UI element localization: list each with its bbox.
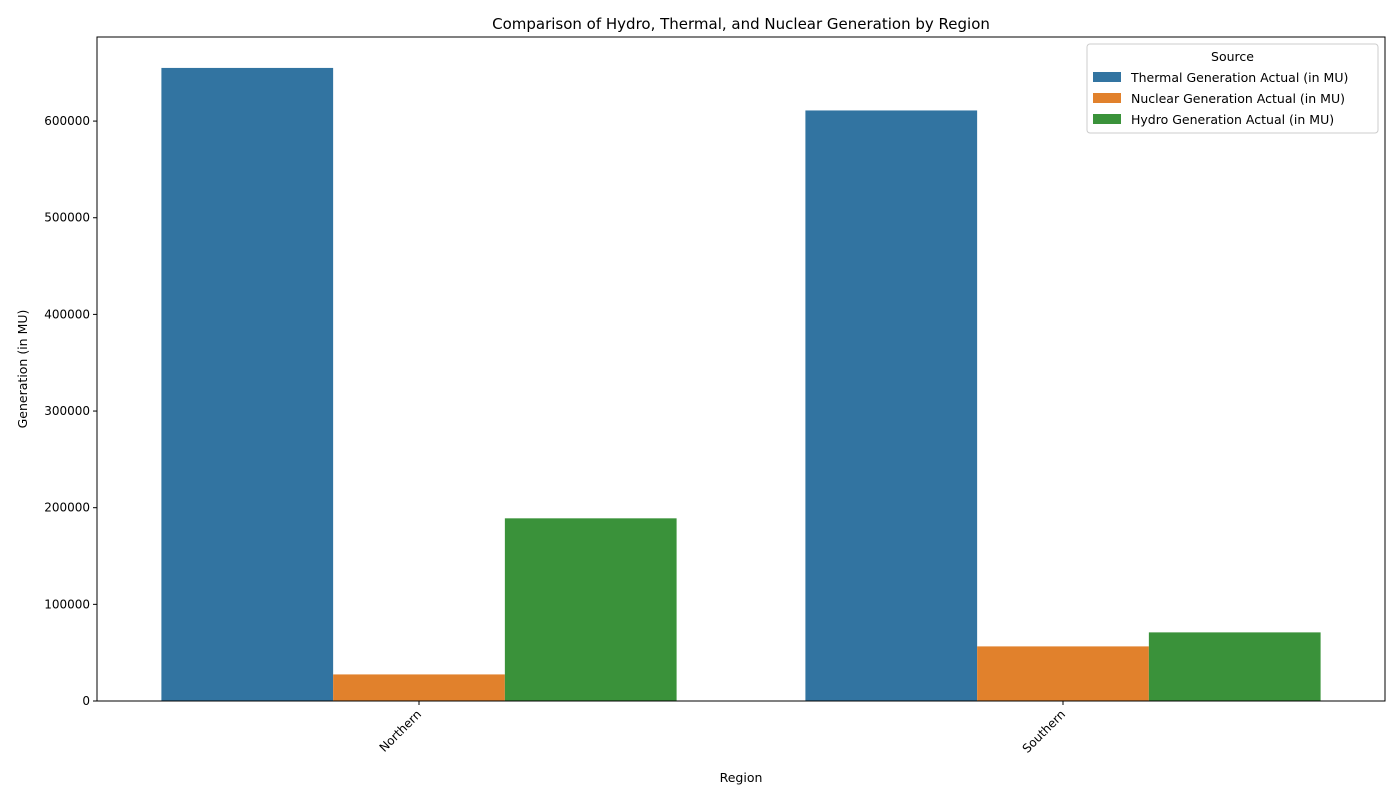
legend-swatch <box>1093 72 1121 82</box>
y-axis-label: Generation (in MU) <box>15 310 30 429</box>
y-tick-label: 200000 <box>44 501 90 515</box>
legend-swatch <box>1093 114 1121 124</box>
y-tick-label: 300000 <box>44 404 90 418</box>
bar <box>977 646 1149 701</box>
chart-title: Comparison of Hydro, Thermal, and Nuclea… <box>492 15 990 33</box>
y-tick-label: 600000 <box>44 114 90 128</box>
x-axis: Northern Southern <box>377 701 1069 756</box>
x-axis-label: Region <box>720 770 763 785</box>
plot-frame <box>96 36 1386 702</box>
legend-label: Nuclear Generation Actual (in MU) <box>1131 91 1345 106</box>
legend-title: Source <box>1211 49 1254 64</box>
bars-layer <box>161 67 1321 702</box>
bar <box>333 674 505 701</box>
y-tick-label: 100000 <box>44 597 90 611</box>
x-tick-label: Southern <box>1020 707 1069 756</box>
x-tick-label: Northern <box>377 707 425 755</box>
y-axis: 0 100000 200000 300000 400000 500000 600000 <box>44 114 97 708</box>
legend-label: Thermal Generation Actual (in MU) <box>1130 70 1348 85</box>
legend-items: Thermal Generation Actual (in MU) Nuclear… <box>1093 70 1348 127</box>
legend-box <box>1086 43 1379 134</box>
legend: Source Thermal Generation Actual (in MU)… <box>1086 43 1379 134</box>
y-tick-label: 0 <box>82 694 90 708</box>
legend-label: Hydro Generation Actual (in MU) <box>1131 112 1334 127</box>
legend-swatch <box>1093 93 1121 103</box>
y-tick-label: 500000 <box>44 211 90 225</box>
y-tick-label: 400000 <box>44 307 90 321</box>
bar <box>1148 632 1321 701</box>
bar <box>161 67 334 702</box>
bar <box>805 110 978 701</box>
bar <box>504 518 677 701</box>
